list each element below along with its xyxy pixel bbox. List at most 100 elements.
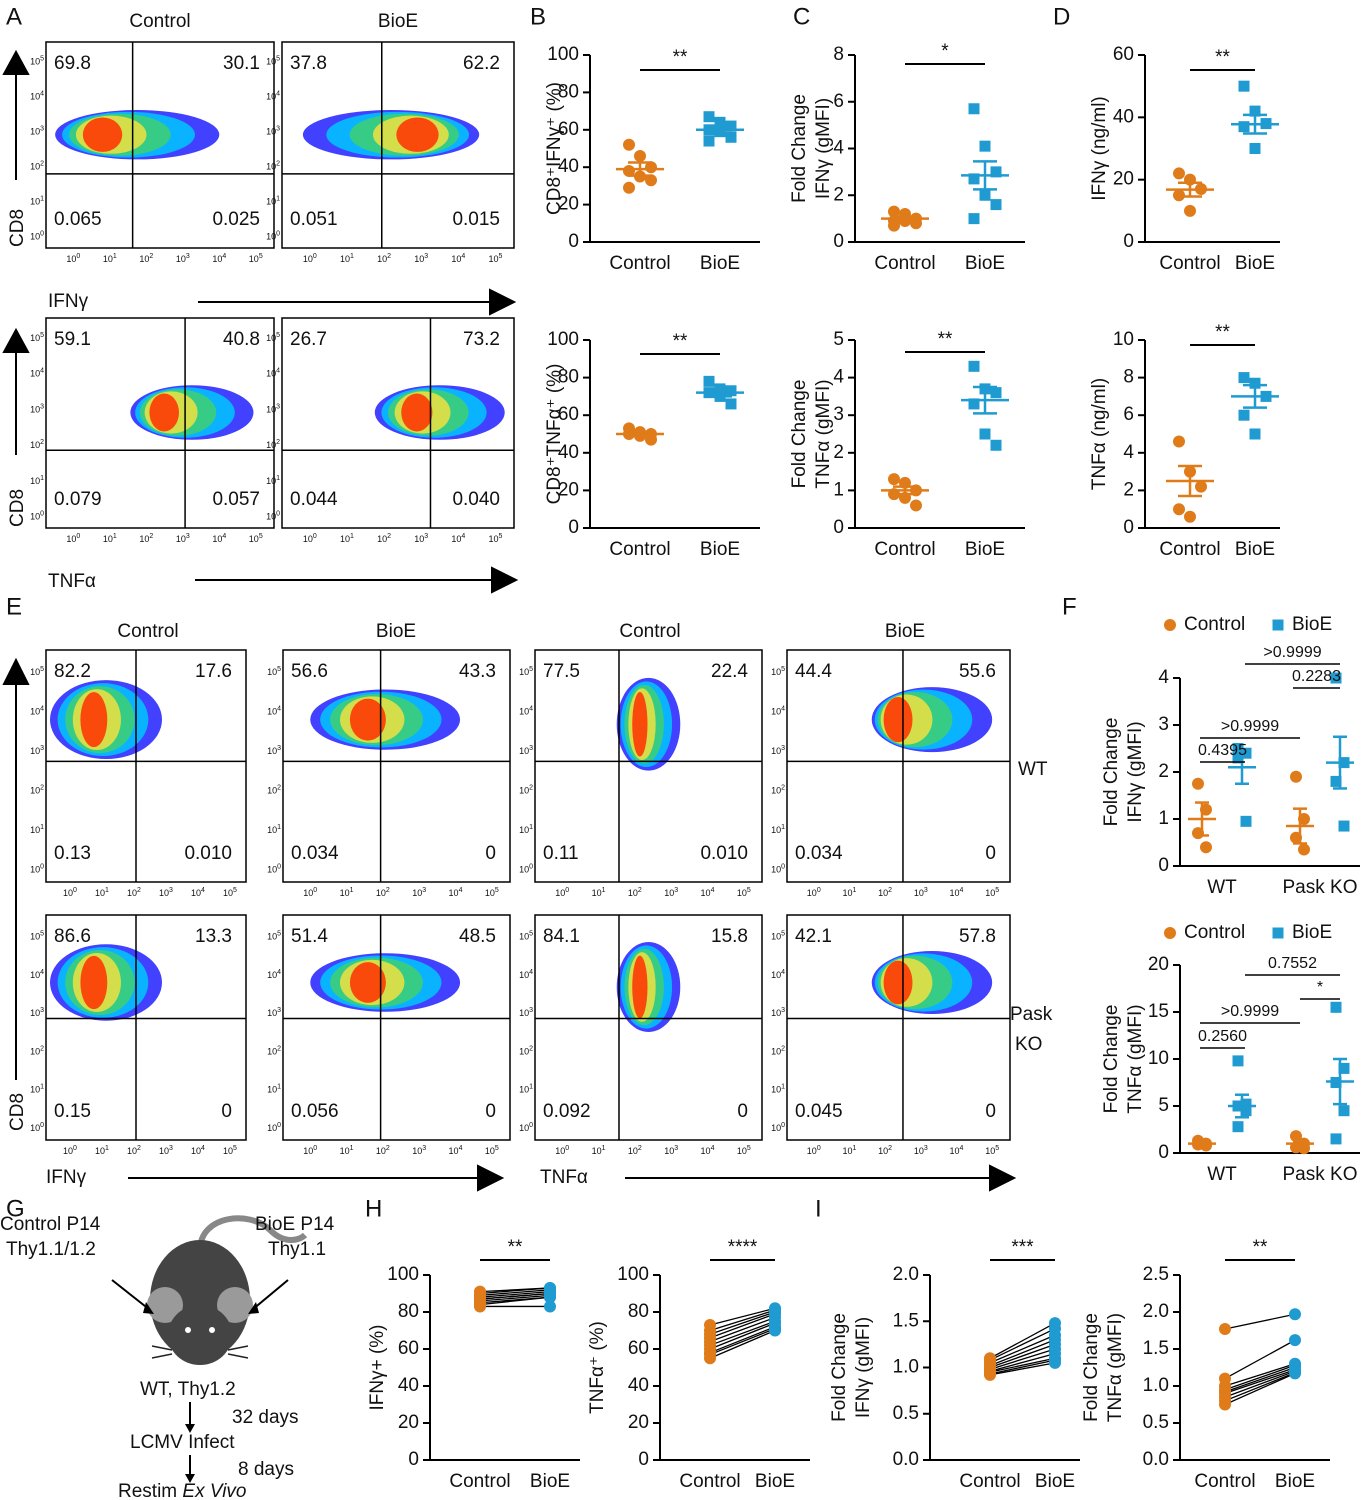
data-point bbox=[1290, 770, 1302, 783]
flow-tick-base: 10 bbox=[63, 888, 73, 898]
flow-tick-exponent: 0 bbox=[40, 510, 44, 517]
flow-tick-label: 105 bbox=[267, 930, 281, 942]
flow-tick-label: 102 bbox=[267, 784, 281, 796]
flow-tick-exponent: 2 bbox=[40, 1045, 44, 1052]
flow-tick-base: 10 bbox=[30, 440, 40, 450]
flow-tick-exponent: 1 bbox=[40, 1083, 44, 1090]
significance-label: **** bbox=[728, 1237, 758, 1258]
x-tick-label: BioE bbox=[1235, 253, 1275, 274]
pair-line bbox=[479, 1294, 551, 1302]
flow-tick-label: 105 bbox=[223, 1145, 237, 1157]
flow-tick-exponent: 3 bbox=[674, 887, 678, 894]
flow-tick-exponent: 5 bbox=[259, 533, 263, 540]
y-tick-label: 2 bbox=[1123, 479, 1134, 500]
data-point bbox=[1289, 1367, 1301, 1380]
flow-tick-label: 105 bbox=[266, 332, 280, 344]
y-axis-label: Fold Change bbox=[789, 94, 810, 203]
significance-label: ** bbox=[1215, 47, 1230, 68]
density-cloud bbox=[80, 692, 108, 748]
flow-tick-base: 10 bbox=[191, 1146, 201, 1156]
flow-tick-base: 10 bbox=[449, 1146, 459, 1156]
significance-label: ** bbox=[1215, 322, 1230, 343]
y-axis-label: Fold Change bbox=[829, 1313, 850, 1422]
flow-tick-base: 10 bbox=[488, 254, 498, 264]
flow-tick-label: 100 bbox=[63, 1145, 77, 1157]
flow-tick-exponent: 1 bbox=[105, 887, 109, 894]
flow-tick-exponent: 0 bbox=[76, 533, 80, 540]
data-point bbox=[968, 360, 980, 372]
pair-line bbox=[479, 1289, 551, 1296]
data-point bbox=[1289, 1334, 1301, 1347]
flow-tick-base: 10 bbox=[914, 888, 924, 898]
diagram-text: WT, Thy1.2 bbox=[140, 1379, 236, 1400]
data-point bbox=[1238, 80, 1250, 92]
flow-tick-exponent: 2 bbox=[781, 1045, 785, 1052]
y-tick-label: 15 bbox=[1148, 1001, 1169, 1022]
quadrant-percent: 0 bbox=[221, 1101, 232, 1122]
pair-line bbox=[1224, 1372, 1296, 1402]
flow-tick-exponent: 2 bbox=[137, 1145, 141, 1152]
y-tick-label: 3 bbox=[1158, 714, 1169, 735]
y-tick-label: 8 bbox=[833, 44, 844, 65]
flow-tick-exponent: 3 bbox=[277, 1007, 281, 1014]
flow-tick-exponent: 5 bbox=[277, 666, 281, 673]
data-point bbox=[979, 140, 991, 152]
flow-tick-base: 10 bbox=[664, 1146, 674, 1156]
data-point bbox=[544, 1300, 556, 1313]
flow-tick-exponent: 2 bbox=[387, 533, 391, 540]
flow-tick-label: 104 bbox=[519, 705, 533, 717]
pair-line bbox=[1224, 1370, 1296, 1398]
y-axis-label: TNFα (gMFI) bbox=[1105, 1313, 1126, 1422]
pair-line bbox=[989, 1339, 1056, 1367]
y-axis-label: Fold Change bbox=[789, 380, 810, 489]
flow-tick-base: 10 bbox=[519, 1008, 529, 1018]
flow-tick-base: 10 bbox=[267, 1085, 277, 1095]
flow-tick-base: 10 bbox=[519, 932, 529, 942]
flow-tick-label: 105 bbox=[223, 887, 237, 899]
flow-tick-label: 102 bbox=[878, 887, 892, 899]
mouse-illustration bbox=[111, 1215, 308, 1483]
flow-tick-label: 100 bbox=[30, 1122, 44, 1134]
quadrant-percent: 0.010 bbox=[184, 843, 232, 864]
flow-tick-exponent: 4 bbox=[277, 705, 281, 712]
flow-tick-exponent: 0 bbox=[781, 863, 785, 870]
flow-tick-label: 100 bbox=[303, 533, 317, 545]
significance-label: ** bbox=[1253, 1237, 1268, 1258]
flow-tick-label: 103 bbox=[267, 1007, 281, 1019]
data-point bbox=[1298, 843, 1310, 856]
data-point bbox=[1330, 1001, 1342, 1013]
y-tick-label: 5 bbox=[1158, 1095, 1169, 1116]
data-point bbox=[1173, 435, 1185, 448]
flow-tick-exponent: 4 bbox=[40, 90, 44, 97]
data-point bbox=[984, 1368, 996, 1381]
flow-tick-base: 10 bbox=[30, 707, 40, 717]
flow-tick-label: 103 bbox=[30, 745, 44, 757]
column-title: BioE bbox=[885, 621, 925, 642]
flow-tick-base: 10 bbox=[485, 1146, 495, 1156]
flow-tick-exponent: 1 bbox=[350, 533, 354, 540]
data-point bbox=[1192, 777, 1204, 790]
y-tick-label: 6 bbox=[1123, 404, 1134, 425]
panel-label: H bbox=[365, 1195, 382, 1222]
flow-tick-base: 10 bbox=[249, 534, 259, 544]
x-tick-label: Control bbox=[874, 539, 935, 560]
flow-tick-label: 104 bbox=[771, 969, 785, 981]
flow-tick-exponent: 3 bbox=[40, 403, 44, 410]
flow-tick-exponent: 2 bbox=[137, 887, 141, 894]
flow-tick-exponent: 0 bbox=[276, 231, 280, 238]
flow-tick-base: 10 bbox=[842, 1146, 852, 1156]
flow-tick-label: 100 bbox=[267, 863, 281, 875]
data-point bbox=[1272, 927, 1284, 939]
data-point bbox=[1240, 1098, 1252, 1110]
flow-tick-label: 105 bbox=[266, 55, 280, 67]
flow-tick-label: 101 bbox=[842, 1145, 856, 1157]
quadrant-percent: 42.1 bbox=[795, 926, 832, 947]
diagram-text: Thy1.1/1.2 bbox=[6, 1239, 96, 1260]
flow-tick-label: 105 bbox=[267, 666, 281, 678]
quadrant-percent: 0.065 bbox=[54, 209, 102, 230]
flow-tick-base: 10 bbox=[519, 1123, 529, 1133]
flow-tick-base: 10 bbox=[103, 534, 113, 544]
flow-tick-label: 101 bbox=[340, 533, 354, 545]
flow-tick-label: 101 bbox=[266, 196, 280, 208]
pair-line bbox=[479, 1287, 551, 1295]
